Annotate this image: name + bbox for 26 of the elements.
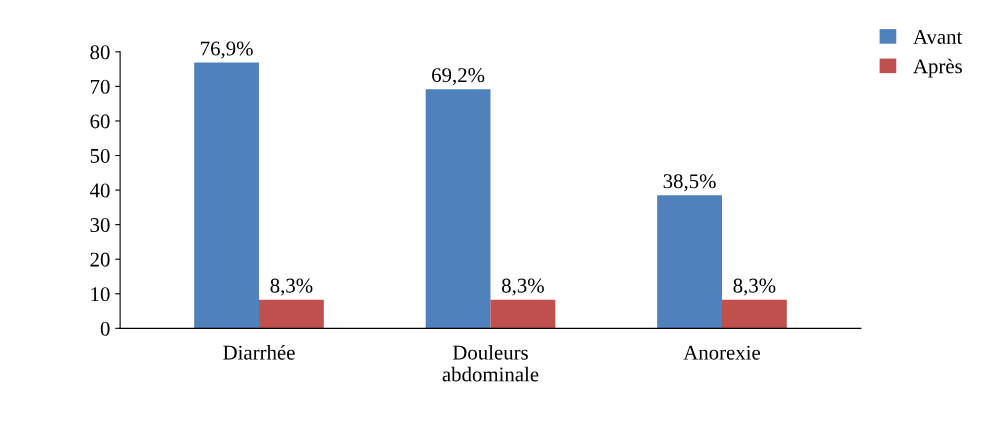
y-tick-label: 20 bbox=[90, 252, 110, 267]
y-tick-label: 0 bbox=[100, 321, 110, 336]
bar bbox=[490, 299, 556, 329]
data-label: 69,2% bbox=[432, 68, 485, 86]
bar bbox=[721, 299, 787, 329]
y-tick-label: 30 bbox=[90, 218, 110, 233]
data-label: 38,5% bbox=[663, 174, 716, 192]
bar bbox=[259, 299, 324, 329]
data-label: 8,3% bbox=[501, 278, 544, 296]
legend-label: Avant bbox=[913, 29, 963, 44]
x-tick-label: Douleurs abdominale bbox=[442, 344, 539, 382]
data-label: 76,9% bbox=[201, 41, 253, 59]
x-tick-label: Anorexie bbox=[683, 345, 761, 360]
y-tick-label: 50 bbox=[90, 148, 110, 163]
y-tick-label: 80 bbox=[90, 45, 110, 60]
legend-label: Après bbox=[913, 58, 962, 78]
data-label: 8,3% bbox=[270, 278, 313, 296]
x-tick-label: Diarrhée bbox=[223, 344, 295, 360]
y-tick-label: 40 bbox=[89, 183, 110, 198]
bar bbox=[194, 62, 260, 329]
data-label: 8,3% bbox=[733, 278, 776, 296]
bar bbox=[657, 195, 722, 329]
y-tick-label: 10 bbox=[91, 287, 110, 302]
y-tick-label: 60 bbox=[90, 114, 110, 129]
y-tick-label: 70 bbox=[90, 79, 110, 94]
bar bbox=[425, 89, 491, 329]
